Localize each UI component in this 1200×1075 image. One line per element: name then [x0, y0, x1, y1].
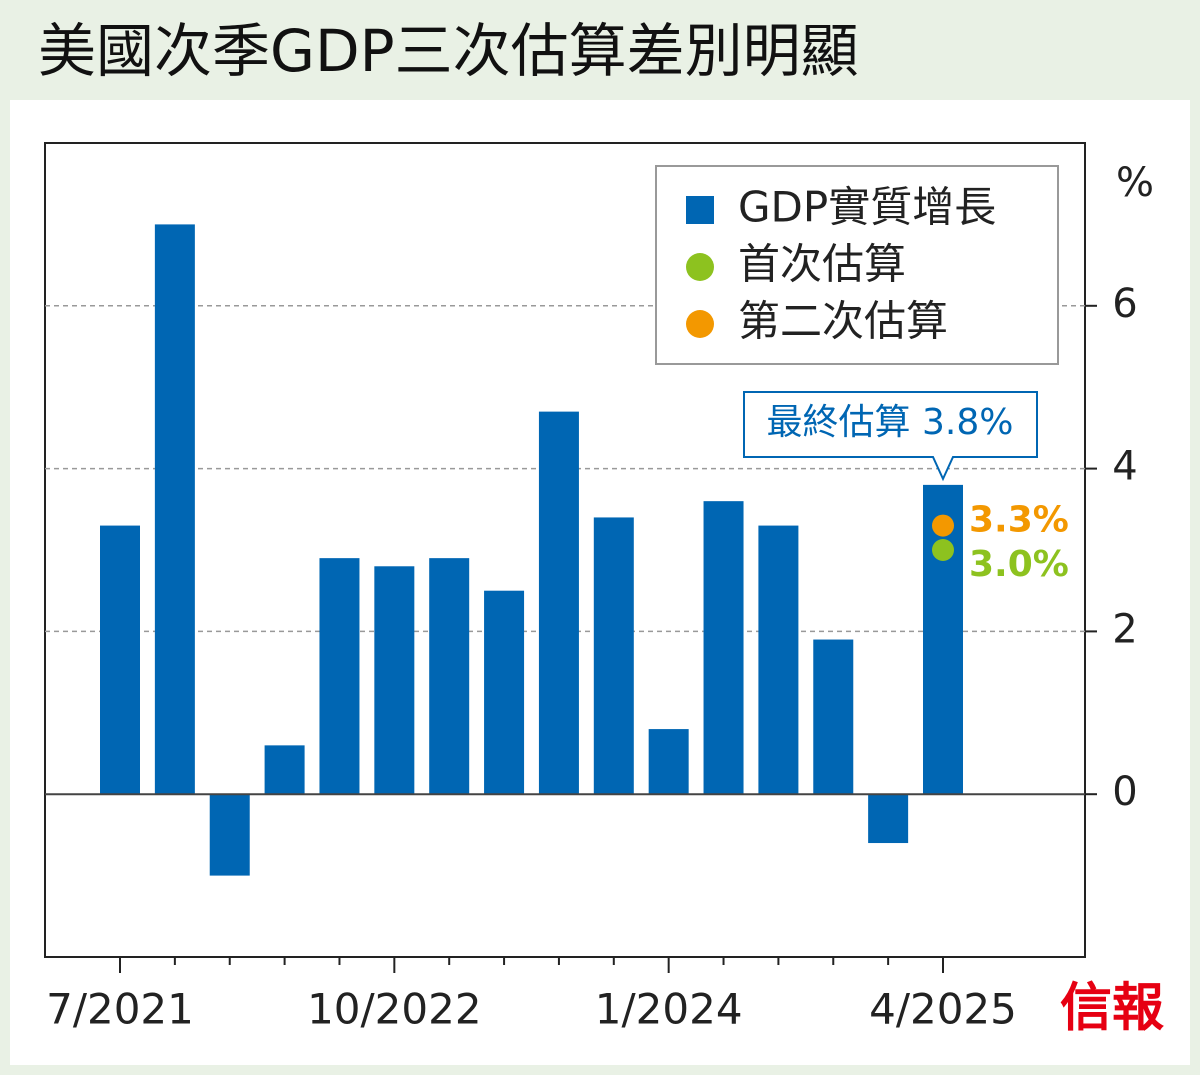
y-tick-label: 4	[1112, 444, 1137, 490]
y-tick-label: 6	[1112, 281, 1137, 327]
annotation: 最終估算 3.8%	[767, 402, 1014, 443]
bar	[264, 745, 305, 795]
bar	[538, 411, 579, 795]
source-logo: 信報	[1060, 978, 1164, 1039]
legend-swatch	[686, 253, 714, 281]
bar	[209, 794, 250, 876]
x-tick-label: 10/2022	[307, 985, 481, 1034]
estimate-dot	[932, 539, 954, 561]
bar	[868, 794, 909, 844]
legend-swatch	[686, 196, 714, 224]
x-tick-label: 7/2021	[46, 985, 194, 1034]
annotation-box	[743, 391, 1038, 482]
y-tick-label: 0	[1112, 769, 1137, 815]
bar	[374, 566, 415, 795]
bar	[154, 224, 195, 795]
bar	[429, 558, 470, 795]
chart-title: 美國次季GDP三次估算差別明顯	[38, 17, 859, 85]
legend-label: GDP實質增長	[738, 183, 996, 232]
bar	[593, 517, 634, 795]
bar	[648, 729, 689, 795]
data-label: 3.0%	[969, 544, 1069, 585]
data-label: 3.3%	[969, 500, 1069, 541]
bar	[758, 525, 799, 795]
estimate-dot	[932, 514, 954, 537]
legend-label: 第二次估算	[738, 297, 948, 346]
bar	[703, 501, 744, 795]
y-tick-label: 2	[1112, 606, 1137, 652]
legend-box	[655, 165, 1059, 365]
bar	[484, 590, 525, 795]
bar	[813, 639, 854, 795]
plot-frame	[44, 142, 1086, 958]
bar	[100, 525, 140, 795]
y-axis-label: %	[1116, 160, 1154, 206]
legend-swatch	[686, 310, 714, 338]
legend-label: 首次估算	[738, 240, 906, 289]
x-tick-label: 1/2024	[595, 985, 743, 1034]
x-tick-label: 4/2025	[869, 985, 1017, 1034]
bar	[319, 558, 360, 795]
